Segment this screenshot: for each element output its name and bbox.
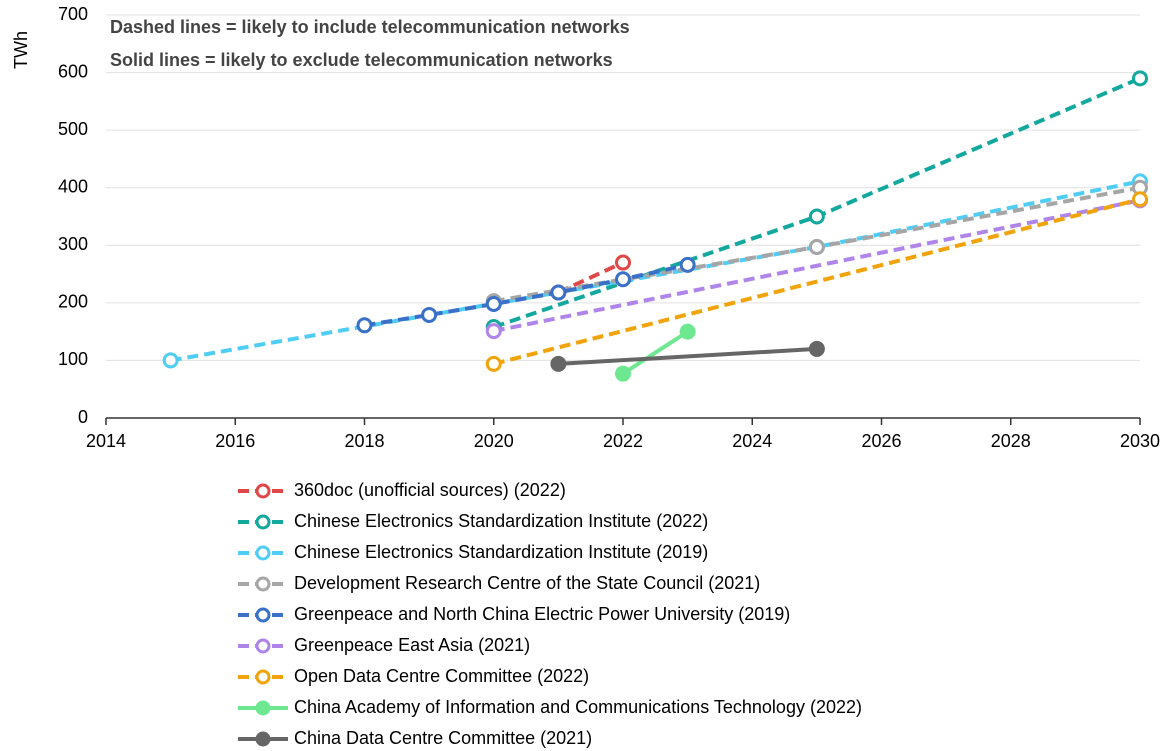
annotation: Solid lines = likely to exclude telecomm… — [110, 50, 613, 70]
legend-marker — [255, 638, 271, 654]
marker — [550, 355, 567, 372]
marker — [615, 254, 631, 271]
legend-label: 360doc (unofficial sources) (2022) — [294, 480, 566, 500]
series-line — [493, 198, 1141, 334]
x-tick-label: 2018 — [344, 431, 384, 451]
y-tick-label: 0 — [78, 407, 88, 427]
marker — [421, 306, 438, 323]
legend-label: Greenpeace East Asia (2021) — [294, 635, 530, 655]
legend-marker — [255, 700, 271, 716]
y-tick-label: 200 — [58, 292, 88, 312]
y-tick-label: 700 — [58, 4, 88, 24]
series-line — [493, 197, 1141, 366]
series-line — [621, 329, 689, 376]
legend-label: China Academy of Information and Communi… — [294, 697, 862, 717]
x-tick-label: 2022 — [603, 431, 643, 451]
x-tick-label: 2026 — [861, 431, 901, 451]
legend-marker — [255, 607, 271, 623]
legend-label: China Data Centre Committee (2021) — [294, 728, 592, 748]
y-tick-label: 300 — [58, 234, 88, 254]
marker — [485, 323, 502, 340]
x-tick-label: 2028 — [991, 431, 1031, 451]
x-tick-label: 2024 — [732, 431, 772, 451]
marker — [1132, 70, 1148, 87]
marker — [1132, 191, 1148, 208]
series-line — [557, 260, 624, 295]
series-line — [558, 346, 817, 366]
marker — [679, 323, 696, 340]
marker — [808, 239, 825, 256]
y-tick-label: 100 — [58, 349, 88, 369]
marker — [615, 365, 631, 382]
marker — [808, 340, 825, 357]
legend-label: Chinese Electronics Standardization Inst… — [294, 511, 708, 531]
marker — [615, 271, 631, 288]
marker — [679, 256, 696, 273]
y-axis-label: TWh — [11, 31, 31, 69]
legend-label: Development Research Centre of the State… — [294, 573, 760, 593]
marker — [808, 208, 825, 225]
y-tick-label: 400 — [58, 176, 88, 196]
marker — [356, 317, 373, 334]
marker — [162, 352, 179, 369]
series-line — [364, 262, 689, 328]
legend-marker — [255, 576, 271, 592]
x-tick-label: 2014 — [86, 431, 126, 451]
marker — [485, 355, 502, 372]
x-tick-label: 2030 — [1120, 431, 1160, 451]
legend-marker — [255, 731, 271, 747]
y-tick-label: 500 — [58, 119, 88, 139]
y-tick-label: 600 — [58, 61, 88, 81]
marker — [485, 296, 502, 313]
legend-label: Chinese Electronics Standardization Inst… — [294, 542, 708, 562]
x-tick-label: 2016 — [215, 431, 255, 451]
legend-marker — [255, 514, 271, 530]
legend-label: Open Data Centre Committee (2022) — [294, 666, 589, 686]
legend-marker — [255, 545, 271, 561]
marker — [550, 284, 567, 301]
x-tick-label: 2020 — [474, 431, 514, 451]
legend-marker — [255, 669, 271, 685]
annotation: Dashed lines = likely to include telecom… — [110, 17, 630, 37]
legend-marker — [255, 483, 271, 499]
legend-label: Greenpeace and North China Electric Powe… — [294, 604, 790, 624]
